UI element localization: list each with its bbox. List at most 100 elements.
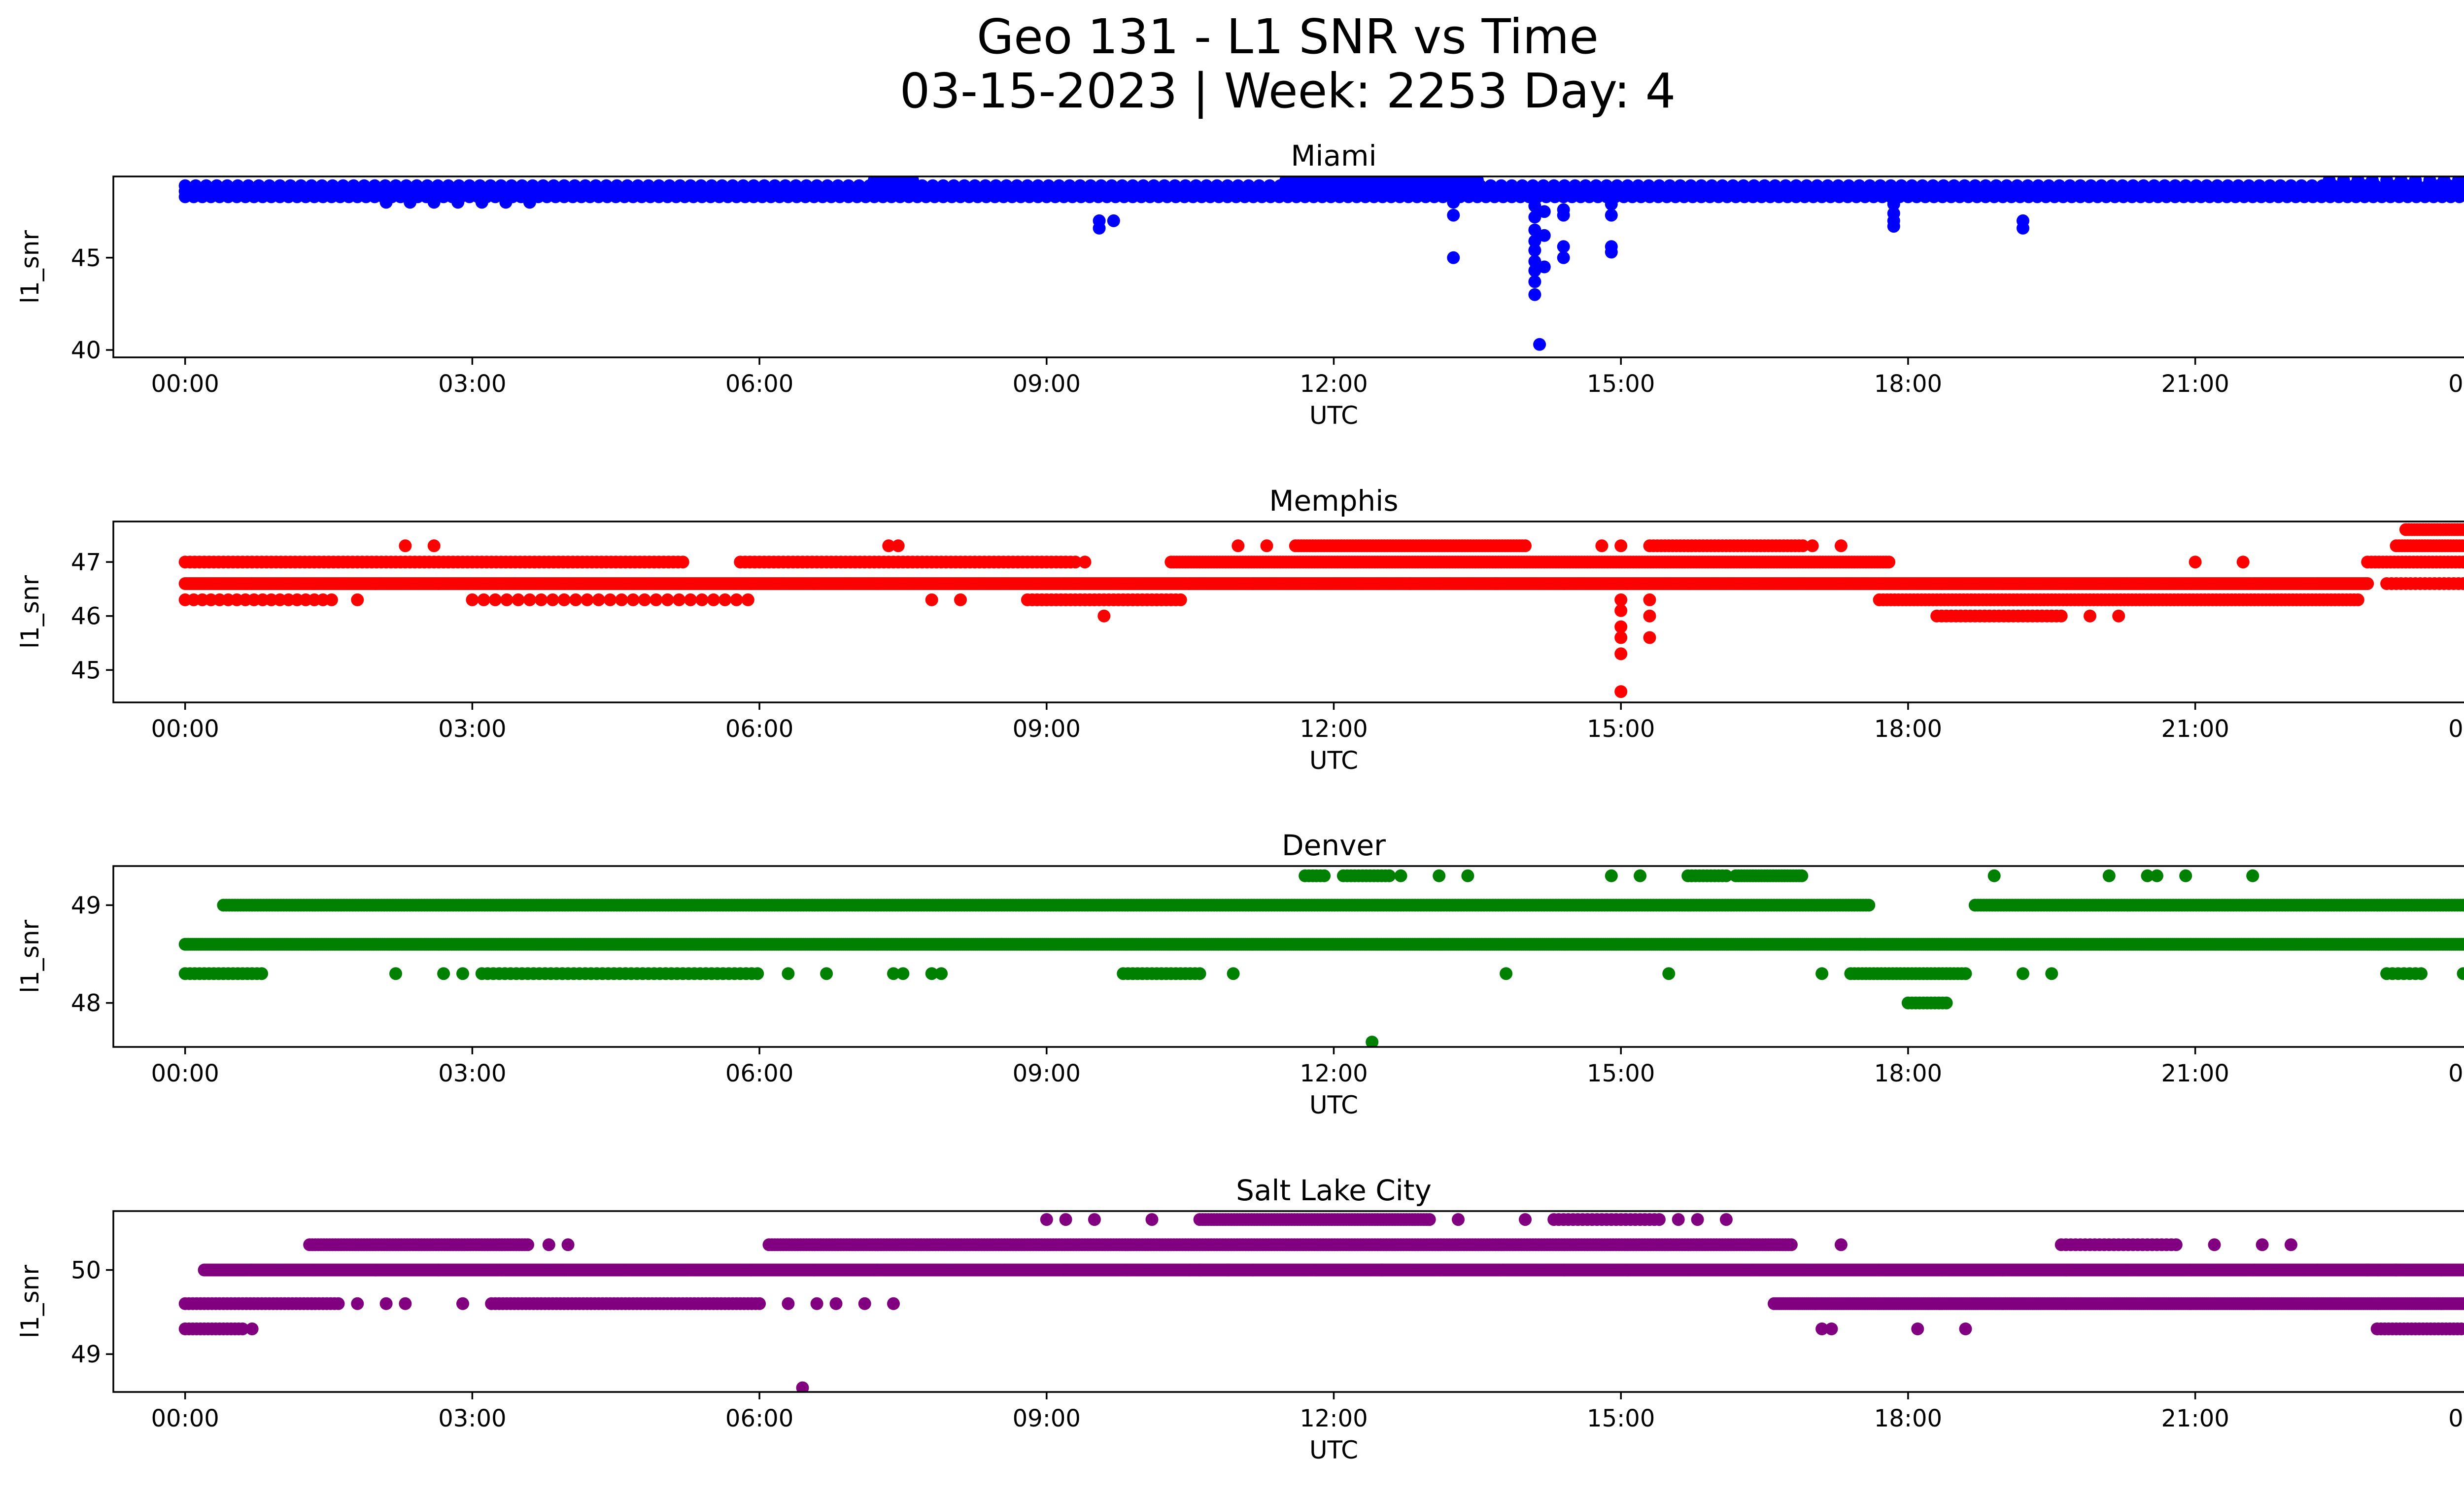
data-point [421, 179, 434, 192]
data-point [231, 179, 244, 192]
x-tick-label: 03:00 [438, 370, 506, 398]
data-point [2168, 179, 2182, 192]
data-point [757, 179, 771, 192]
data-point [178, 179, 192, 192]
data-point [1614, 539, 1628, 553]
data-point [512, 593, 525, 606]
data-point [1538, 205, 1551, 218]
data-point [557, 593, 571, 606]
data-point [1779, 179, 1792, 192]
data-point [2462, 578, 2464, 589]
data-point [546, 593, 559, 606]
data-point [1874, 179, 1887, 192]
data-point [610, 179, 623, 192]
figure-title: Geo 131 - L1 SNR vs Time [977, 9, 1599, 65]
data-point [1989, 179, 2003, 192]
data-point [2000, 179, 2013, 192]
data-point [189, 179, 202, 192]
data-point [1447, 251, 1460, 264]
data-point [1887, 220, 1900, 233]
y-tick-label: 46 [71, 603, 101, 630]
data-point [241, 179, 255, 192]
data-point [1547, 179, 1561, 192]
data-point [1863, 179, 1877, 192]
data-point [853, 179, 866, 192]
data-point [1158, 179, 1171, 192]
data-point [325, 593, 338, 606]
data-point [1695, 179, 1708, 192]
y-tick-label: 45 [71, 657, 101, 684]
data-point [779, 179, 792, 192]
data-point [906, 176, 919, 187]
data-point [1538, 229, 1551, 242]
data-point [1905, 179, 1918, 192]
x-tick-label: 06:00 [725, 370, 793, 398]
x-tick-label: 06:00 [725, 715, 793, 743]
data-point [842, 179, 855, 192]
data-point [979, 179, 992, 192]
x-tick-label: 21:00 [2161, 715, 2229, 743]
data-point [2095, 179, 2108, 192]
data-point [1063, 179, 1076, 192]
data-point [431, 179, 445, 192]
data-point [2351, 176, 2364, 187]
data-point [284, 179, 297, 192]
data-point [427, 196, 441, 209]
data-point [589, 179, 602, 192]
data-point [2148, 179, 2161, 192]
data-point [1528, 210, 1541, 224]
data-point [2042, 179, 2055, 192]
data-point [1557, 209, 1570, 222]
subplot-title-denver: Denver [1282, 829, 1386, 862]
data-point [2054, 609, 2068, 623]
data-point [1107, 214, 1120, 227]
data-point [252, 179, 266, 192]
data-point [1605, 198, 1618, 211]
data-point [676, 556, 689, 569]
data-point [2460, 523, 2464, 536]
data-point [2463, 525, 2464, 534]
data-point [347, 179, 360, 192]
data-point [379, 196, 393, 209]
data-point [2189, 556, 2202, 569]
data-point [1137, 179, 1150, 192]
data-point [882, 539, 895, 553]
data-point [2274, 179, 2287, 192]
data-point [315, 179, 329, 192]
data-point [294, 179, 308, 192]
data-point [2462, 192, 2464, 202]
data-point [789, 179, 802, 192]
data-point [1528, 275, 1541, 288]
data-point [274, 179, 286, 192]
data-point [489, 593, 502, 606]
data-point [1232, 539, 1245, 553]
y-axis-label: l1_snr [16, 575, 44, 649]
data-point [200, 179, 213, 192]
data-point [337, 179, 350, 192]
data-point [1884, 179, 1897, 192]
data-point [1926, 179, 1940, 192]
data-point [2053, 179, 2066, 192]
data-point [1747, 179, 1761, 192]
data-point [1221, 179, 1234, 192]
data-point [351, 593, 364, 606]
data-point [1806, 539, 1819, 553]
data-point [1916, 179, 1929, 192]
data-point [1447, 196, 1460, 209]
data-point [2200, 179, 2213, 192]
data-point [2453, 190, 2464, 204]
y-axis-label: l1_snr [16, 230, 44, 304]
data-point [1538, 260, 1551, 274]
x-axis-label: UTC [1309, 746, 1358, 775]
data-point [1605, 209, 1618, 222]
data-point [526, 179, 539, 192]
data-point [2190, 179, 2203, 192]
data-point [615, 593, 628, 606]
data-point [1595, 539, 1608, 553]
data-point [2232, 179, 2245, 192]
data-point [1652, 179, 1666, 192]
data-point [499, 196, 513, 209]
data-point [2084, 609, 2096, 623]
